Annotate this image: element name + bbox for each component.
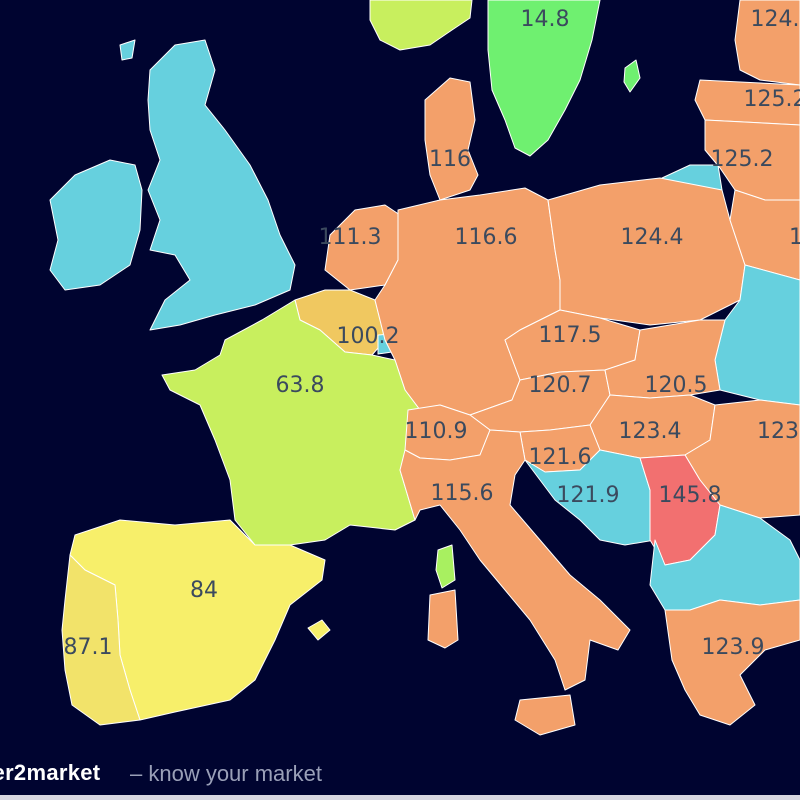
value-label-sweden: 14.8 — [521, 7, 570, 32]
region-balearics[interactable] — [307, 619, 331, 641]
value-label-croatia-bosnia: 121.9 — [557, 483, 620, 508]
value-label-denmark: 116 — [429, 147, 471, 172]
region-united-kingdom[interactable] — [147, 39, 296, 331]
region-france[interactable] — [161, 299, 421, 546]
value-label-italy: 115.6 — [431, 481, 494, 506]
value-label-germany: 116.6 — [455, 225, 518, 250]
value-label-spain: 84 — [190, 578, 218, 603]
region-corsica[interactable] — [435, 544, 456, 589]
value-label-poland: 124.4 — [621, 225, 684, 250]
region-finland-baltics[interactable] — [734, 0, 800, 86]
region-denmark[interactable] — [424, 77, 479, 201]
value-label-belgium: 100.2 — [337, 324, 400, 349]
region-shetland[interactable] — [119, 39, 136, 61]
value-label-hungary: 123.4 — [619, 419, 682, 444]
value-label-serbia: 145.8 — [659, 483, 722, 508]
value-label-france: 63.8 — [276, 373, 325, 398]
brand-tagline: – know your market — [130, 761, 322, 786]
value-label-slovenia: 121.6 — [529, 445, 592, 470]
region-norway[interactable] — [369, 0, 473, 51]
value-label-switzerland: 110.9 — [405, 419, 468, 444]
region-portugal[interactable] — [61, 554, 141, 726]
value-label-portugal: 87.1 — [64, 635, 113, 660]
value-label-latvia: 125.2 — [744, 87, 800, 112]
footer: ver2market – know your market — [0, 760, 800, 790]
region-belarus-edge[interactable] — [729, 189, 800, 281]
region-sicily[interactable] — [514, 694, 576, 736]
bottom-bar — [0, 795, 800, 800]
region-italy[interactable] — [399, 429, 631, 691]
value-label-netherlands: 111.3 — [319, 225, 382, 250]
value-label-austria: 120.7 — [529, 373, 592, 398]
value-label-finland-baltics: 124. — [751, 7, 800, 32]
value-label-slovakia: 120.5 — [645, 373, 708, 398]
region-poland[interactable] — [547, 177, 746, 326]
region-sweden[interactable] — [487, 0, 601, 157]
brand-name: ver2market — [0, 760, 101, 785]
value-label-romania: 123 — [757, 419, 799, 444]
region-sardinia[interactable] — [427, 589, 459, 649]
region-gotland[interactable] — [623, 59, 641, 93]
value-label-belarus-edge: 1 — [789, 225, 800, 250]
value-label-lithuania: 125.2 — [711, 147, 774, 172]
value-label-czechia: 117.5 — [539, 323, 602, 348]
value-labels: 14.8 124. 125.2 125.2 116 111.3 100.2 116.6 124.… — [64, 7, 800, 660]
region-greece-bulgaria[interactable] — [664, 599, 800, 726]
value-label-greece-bulgaria: 123.9 — [702, 635, 765, 660]
region-ireland[interactable] — [49, 159, 143, 291]
